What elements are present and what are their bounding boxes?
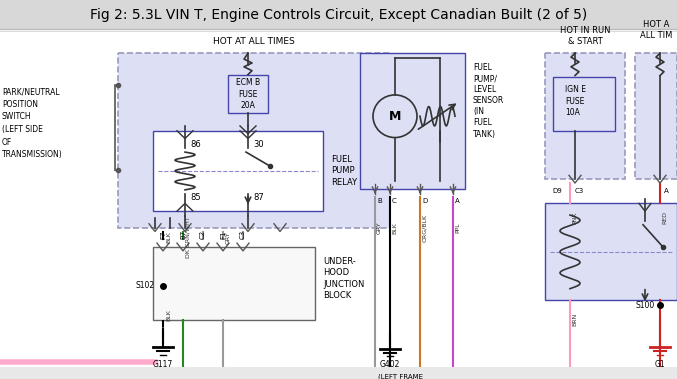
- Text: C3: C3: [240, 230, 246, 239]
- Text: FUEL
PUMP
RELAY: FUEL PUMP RELAY: [331, 155, 357, 187]
- Bar: [228, 75, 268, 113]
- Text: 86: 86: [190, 140, 201, 149]
- Text: D: D: [422, 197, 427, 204]
- Text: FUSE: FUSE: [565, 97, 584, 106]
- Text: FUEL
PUMP/
LEVEL
SENSOR
(IN
FUEL
TANK): FUEL PUMP/ LEVEL SENSOR (IN FUEL TANK): [473, 63, 504, 139]
- Bar: [153, 247, 315, 319]
- Text: PARK/NEUTRAL: PARK/NEUTRAL: [2, 87, 60, 96]
- Text: DK GRN/WHT: DK GRN/WHT: [186, 216, 191, 258]
- Bar: [553, 77, 615, 131]
- Text: B7: B7: [180, 230, 186, 239]
- Text: RED: RED: [662, 211, 667, 224]
- Text: GRY: GRY: [377, 221, 382, 234]
- Text: PNK: PNK: [572, 212, 577, 224]
- Text: S100: S100: [636, 301, 655, 310]
- Text: SWITCH: SWITCH: [2, 112, 32, 121]
- Text: PPL: PPL: [455, 222, 460, 233]
- Text: GRY: GRY: [226, 231, 231, 244]
- Text: G1: G1: [655, 360, 665, 369]
- Text: 85: 85: [190, 193, 200, 202]
- Text: POSITION: POSITION: [2, 100, 38, 109]
- FancyBboxPatch shape: [118, 53, 390, 228]
- Text: C3: C3: [575, 188, 584, 194]
- Text: G402: G402: [380, 360, 400, 369]
- Text: HOT A
ALL TIM: HOT A ALL TIM: [640, 20, 672, 40]
- Text: TRANSMISSION): TRANSMISSION): [2, 150, 63, 159]
- Text: 10A: 10A: [565, 108, 580, 117]
- Text: HOT IN RUN
& START: HOT IN RUN & START: [560, 26, 610, 45]
- Text: A: A: [455, 197, 460, 204]
- Text: BRN: BRN: [572, 313, 577, 326]
- Text: G117: G117: [153, 360, 173, 369]
- Text: (LEFT FRAME: (LEFT FRAME: [378, 374, 423, 379]
- Text: F7: F7: [160, 231, 166, 239]
- Text: B: B: [377, 197, 382, 204]
- Text: ORG/BLK: ORG/BLK: [422, 213, 427, 242]
- FancyBboxPatch shape: [545, 53, 625, 179]
- Text: BLK: BLK: [392, 222, 397, 233]
- Text: ECM B: ECM B: [236, 78, 260, 88]
- Text: HOT AT ALL TIMES: HOT AT ALL TIMES: [213, 36, 295, 45]
- Text: FUSE: FUSE: [238, 90, 258, 99]
- Bar: [0, 0, 677, 29]
- Bar: [153, 131, 323, 211]
- Text: D9: D9: [552, 188, 562, 194]
- Text: S102: S102: [136, 281, 155, 290]
- Text: C: C: [392, 197, 397, 204]
- Text: M: M: [389, 110, 401, 123]
- Text: 20A: 20A: [240, 101, 255, 110]
- Text: IGN E: IGN E: [565, 85, 586, 94]
- FancyBboxPatch shape: [635, 53, 677, 179]
- Bar: [360, 53, 465, 189]
- Text: Fig 2: 5.3L VIN T, Engine Controls Circuit, Except Canadian Built (2 of 5): Fig 2: 5.3L VIN T, Engine Controls Circu…: [90, 8, 587, 22]
- Text: C2: C2: [200, 230, 206, 239]
- Text: BLK: BLK: [166, 309, 171, 321]
- Text: A: A: [664, 188, 669, 194]
- Text: UNDER-
HOOD
JUNCTION
BLOCK: UNDER- HOOD JUNCTION BLOCK: [323, 257, 364, 300]
- Text: 30: 30: [253, 140, 263, 149]
- Text: 87: 87: [253, 193, 264, 202]
- Bar: [545, 204, 677, 300]
- Text: BLK: BLK: [166, 231, 171, 243]
- Text: F1: F1: [220, 231, 226, 239]
- Text: OF: OF: [2, 138, 12, 147]
- Text: (LEFT SIDE: (LEFT SIDE: [2, 125, 43, 134]
